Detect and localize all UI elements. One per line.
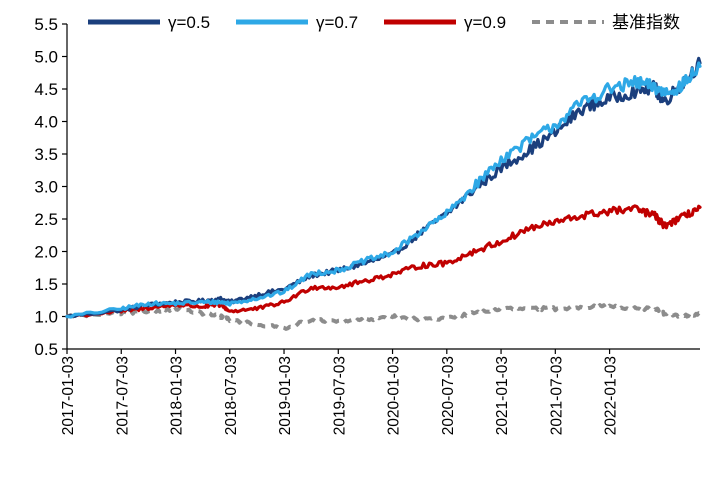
legend-label-3: 基准指数 <box>612 13 680 32</box>
x-tick-label: 2021-01-03 <box>494 356 511 435</box>
x-tick-label: 2019-01-03 <box>277 356 294 435</box>
y-tick-label: 1.5 <box>34 275 58 294</box>
y-tick-label: 2.0 <box>34 243 58 262</box>
series-line-2 <box>65 204 702 319</box>
x-tick-label: 2017-01-03 <box>60 356 77 435</box>
x-tick-label: 2017-07-03 <box>114 356 131 435</box>
x-tick-label: 2018-07-03 <box>223 356 240 435</box>
x-tick-label: 2022-01-03 <box>603 356 620 435</box>
y-tick-label: 1.0 <box>34 308 58 327</box>
x-axis: 2017-01-03 2017-07-03 2018-01-03 2018-07-03… <box>60 348 700 435</box>
y-tick-label: 3.5 <box>34 145 58 164</box>
y-axis: 0.5 1.0 1.5 2.0 2.5 3.0 3.5 4.0 4.5 5.0 5.5 <box>34 15 68 359</box>
series-line-1 <box>65 61 702 319</box>
x-tick-label: 2020-07-03 <box>440 356 457 435</box>
x-tick-label: 2020-01-03 <box>386 356 403 435</box>
x-tick-label: 2019-07-03 <box>331 356 348 435</box>
legend-label-1: γ=0.7 <box>316 13 358 32</box>
legend: γ=0.5 γ=0.7 γ=0.9 基准指数 <box>88 13 680 32</box>
plot-series <box>65 56 702 331</box>
y-tick-label: 4.5 <box>34 80 58 99</box>
series-line-3 <box>66 303 701 331</box>
legend-label-0: γ=0.5 <box>168 13 210 32</box>
y-tick-label: 0.5 <box>34 340 58 359</box>
y-tick-label: 5.5 <box>34 15 58 34</box>
legend-label-2: γ=0.9 <box>464 13 506 32</box>
x-tick-label: 2018-01-03 <box>169 356 186 435</box>
y-tick-label: 4.0 <box>34 113 58 132</box>
x-tick-label: 2021-07-03 <box>548 356 565 435</box>
y-tick-label: 2.5 <box>34 210 58 229</box>
y-tick-label: 5.0 <box>34 48 58 67</box>
y-tick-label: 3.0 <box>34 178 58 197</box>
